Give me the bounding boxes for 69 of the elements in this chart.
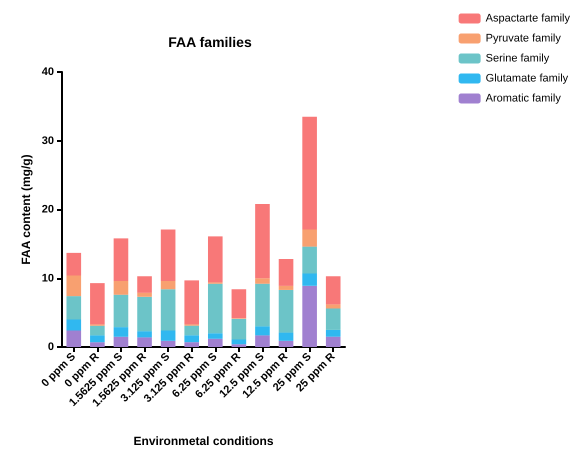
- bar: [184, 342, 200, 347]
- bar: [232, 318, 246, 340]
- legend-label: Aromatic family: [486, 92, 562, 104]
- bar: [232, 339, 246, 344]
- legend-label: Serine family: [486, 52, 550, 64]
- bar: [114, 336, 128, 347]
- legend-label: Glutamate family: [486, 72, 569, 84]
- bar: [302, 116, 317, 230]
- y-axis-title: FAA content (mg/g): [19, 154, 33, 265]
- bar: [326, 330, 341, 337]
- bar: [66, 252, 82, 276]
- bar: [66, 320, 82, 330]
- legend-label: Aspactarte family: [486, 12, 570, 24]
- x-axis-title: Environmetal conditions: [133, 434, 274, 448]
- bar: [208, 333, 223, 339]
- bar: [208, 236, 223, 282]
- bar: [90, 335, 105, 342]
- chart-title: FAA families: [168, 34, 252, 50]
- bar: [160, 229, 176, 281]
- y-tick-label: 10: [42, 272, 54, 284]
- bar: [255, 335, 270, 347]
- bar: [160, 340, 176, 347]
- bar: [255, 204, 270, 278]
- bar: [278, 290, 294, 333]
- bar: [302, 286, 317, 347]
- bar: [326, 336, 341, 347]
- bar: [184, 335, 200, 342]
- bar: [302, 229, 317, 247]
- bar: [66, 276, 82, 296]
- legend-label: Pyruvate family: [486, 32, 562, 44]
- bar: [326, 308, 341, 330]
- bar: [302, 246, 317, 274]
- bar: [208, 284, 223, 334]
- y-tick-label: 30: [42, 134, 54, 147]
- bar: [184, 280, 200, 324]
- bar: [66, 330, 82, 347]
- bar: [66, 296, 82, 320]
- bar: [255, 284, 270, 326]
- bar: [114, 281, 128, 295]
- bar: [232, 289, 246, 318]
- bar: [160, 330, 176, 341]
- bar: [184, 326, 200, 336]
- bar: [278, 332, 294, 341]
- bar: [137, 296, 152, 332]
- bar: [278, 286, 294, 290]
- bar: [302, 273, 317, 286]
- bar: [137, 337, 152, 347]
- y-tick-label: 40: [42, 66, 54, 78]
- y-tick-label: 0: [48, 341, 54, 353]
- bar: [232, 344, 246, 347]
- bar: [326, 276, 341, 304]
- bar: [90, 342, 105, 347]
- bar: [160, 281, 176, 290]
- bar: [137, 292, 152, 297]
- bar: [326, 304, 341, 308]
- bar: [114, 327, 128, 337]
- y-tick-label: 20: [42, 204, 54, 216]
- bar: [160, 289, 176, 330]
- bar: [90, 283, 105, 324]
- bar: [255, 326, 270, 336]
- bar: [137, 331, 152, 338]
- bar: [114, 294, 128, 328]
- bar: [114, 238, 128, 281]
- bar: [90, 326, 105, 336]
- bar: [137, 276, 152, 293]
- bar: [255, 278, 270, 284]
- bar: [278, 340, 294, 347]
- bar: [208, 338, 223, 347]
- bar: [278, 259, 294, 286]
